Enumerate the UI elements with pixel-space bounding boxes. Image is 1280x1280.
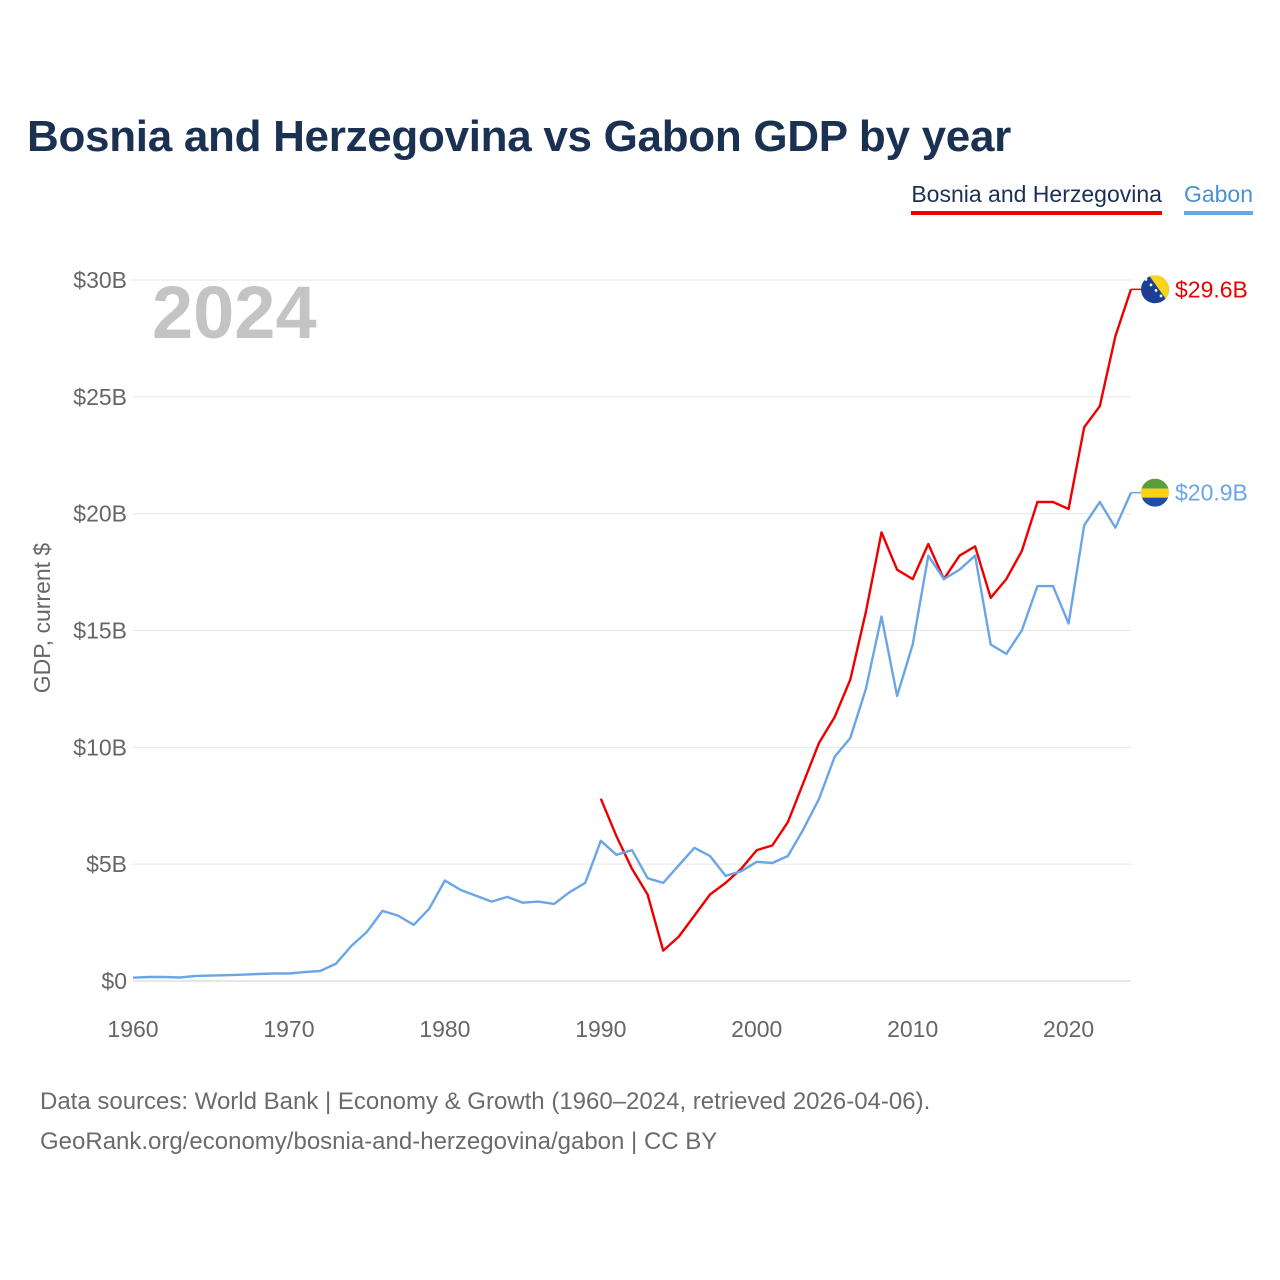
x-tick-label: 1970 (263, 1016, 314, 1042)
gabon-flag-icon (1141, 478, 1169, 507)
chart-title: Bosnia and Herzegovina vs Gabon GDP by y… (27, 112, 1011, 161)
grid-lines (133, 279, 1131, 982)
data-sources-text: Data sources: World Bank | Economy & Gro… (40, 1088, 931, 1115)
y-tick-label: $25B (73, 384, 127, 410)
year-watermark: 2024 (152, 271, 317, 354)
legend: Bosnia and Herzegovina Gabon (911, 181, 1253, 215)
y-tick-label: $10B (73, 734, 127, 760)
line-chart: 2024 $0$5B$10B$15B$20B$25B$30B 1960 1970 1… (29, 267, 1248, 1042)
x-tick-label: 1980 (419, 1016, 470, 1042)
x-tick-label: 2000 (731, 1016, 782, 1042)
end-value-label-gabon: $20.9B (1175, 480, 1248, 506)
series-end-labels: $29.6B $20.9B (1131, 275, 1248, 507)
x-tick-label: 2010 (887, 1016, 938, 1042)
bosnia-flag-icon (1141, 275, 1169, 304)
legend-item-gabon[interactable]: Gabon (1183, 181, 1253, 215)
y-tick-label: $30B (73, 267, 127, 293)
y-axis: $0 $5B $10B $15B $20B $25B $30B (73, 267, 127, 994)
series-line-bih[interactable] (599, 288, 1133, 952)
x-tick-label: 1990 (575, 1016, 626, 1042)
x-tick-label: 1960 (107, 1016, 158, 1042)
x-axis: 1960 1970 1980 1990 2000 2010 2020 (107, 1016, 1094, 1042)
series-lines (132, 288, 1133, 979)
footer: Data sources: World Bank | Economy & Gro… (40, 1082, 930, 1162)
y-axis-label: GDP, current $ (29, 543, 55, 694)
y-tick-label: $20B (73, 501, 127, 527)
y-tick-label: $5B (86, 851, 127, 877)
y-tick-label: $0 (101, 968, 127, 994)
y-tick-label: $15B (73, 618, 127, 644)
end-value-label-bih: $29.6B (1175, 276, 1248, 302)
x-tick-label: 2020 (1043, 1016, 1094, 1042)
legend-item-bosnia[interactable]: Bosnia and Herzegovina (911, 181, 1162, 215)
credit-text: GeoRank.org/economy/bosnia-and-herzegovi… (40, 1128, 718, 1155)
